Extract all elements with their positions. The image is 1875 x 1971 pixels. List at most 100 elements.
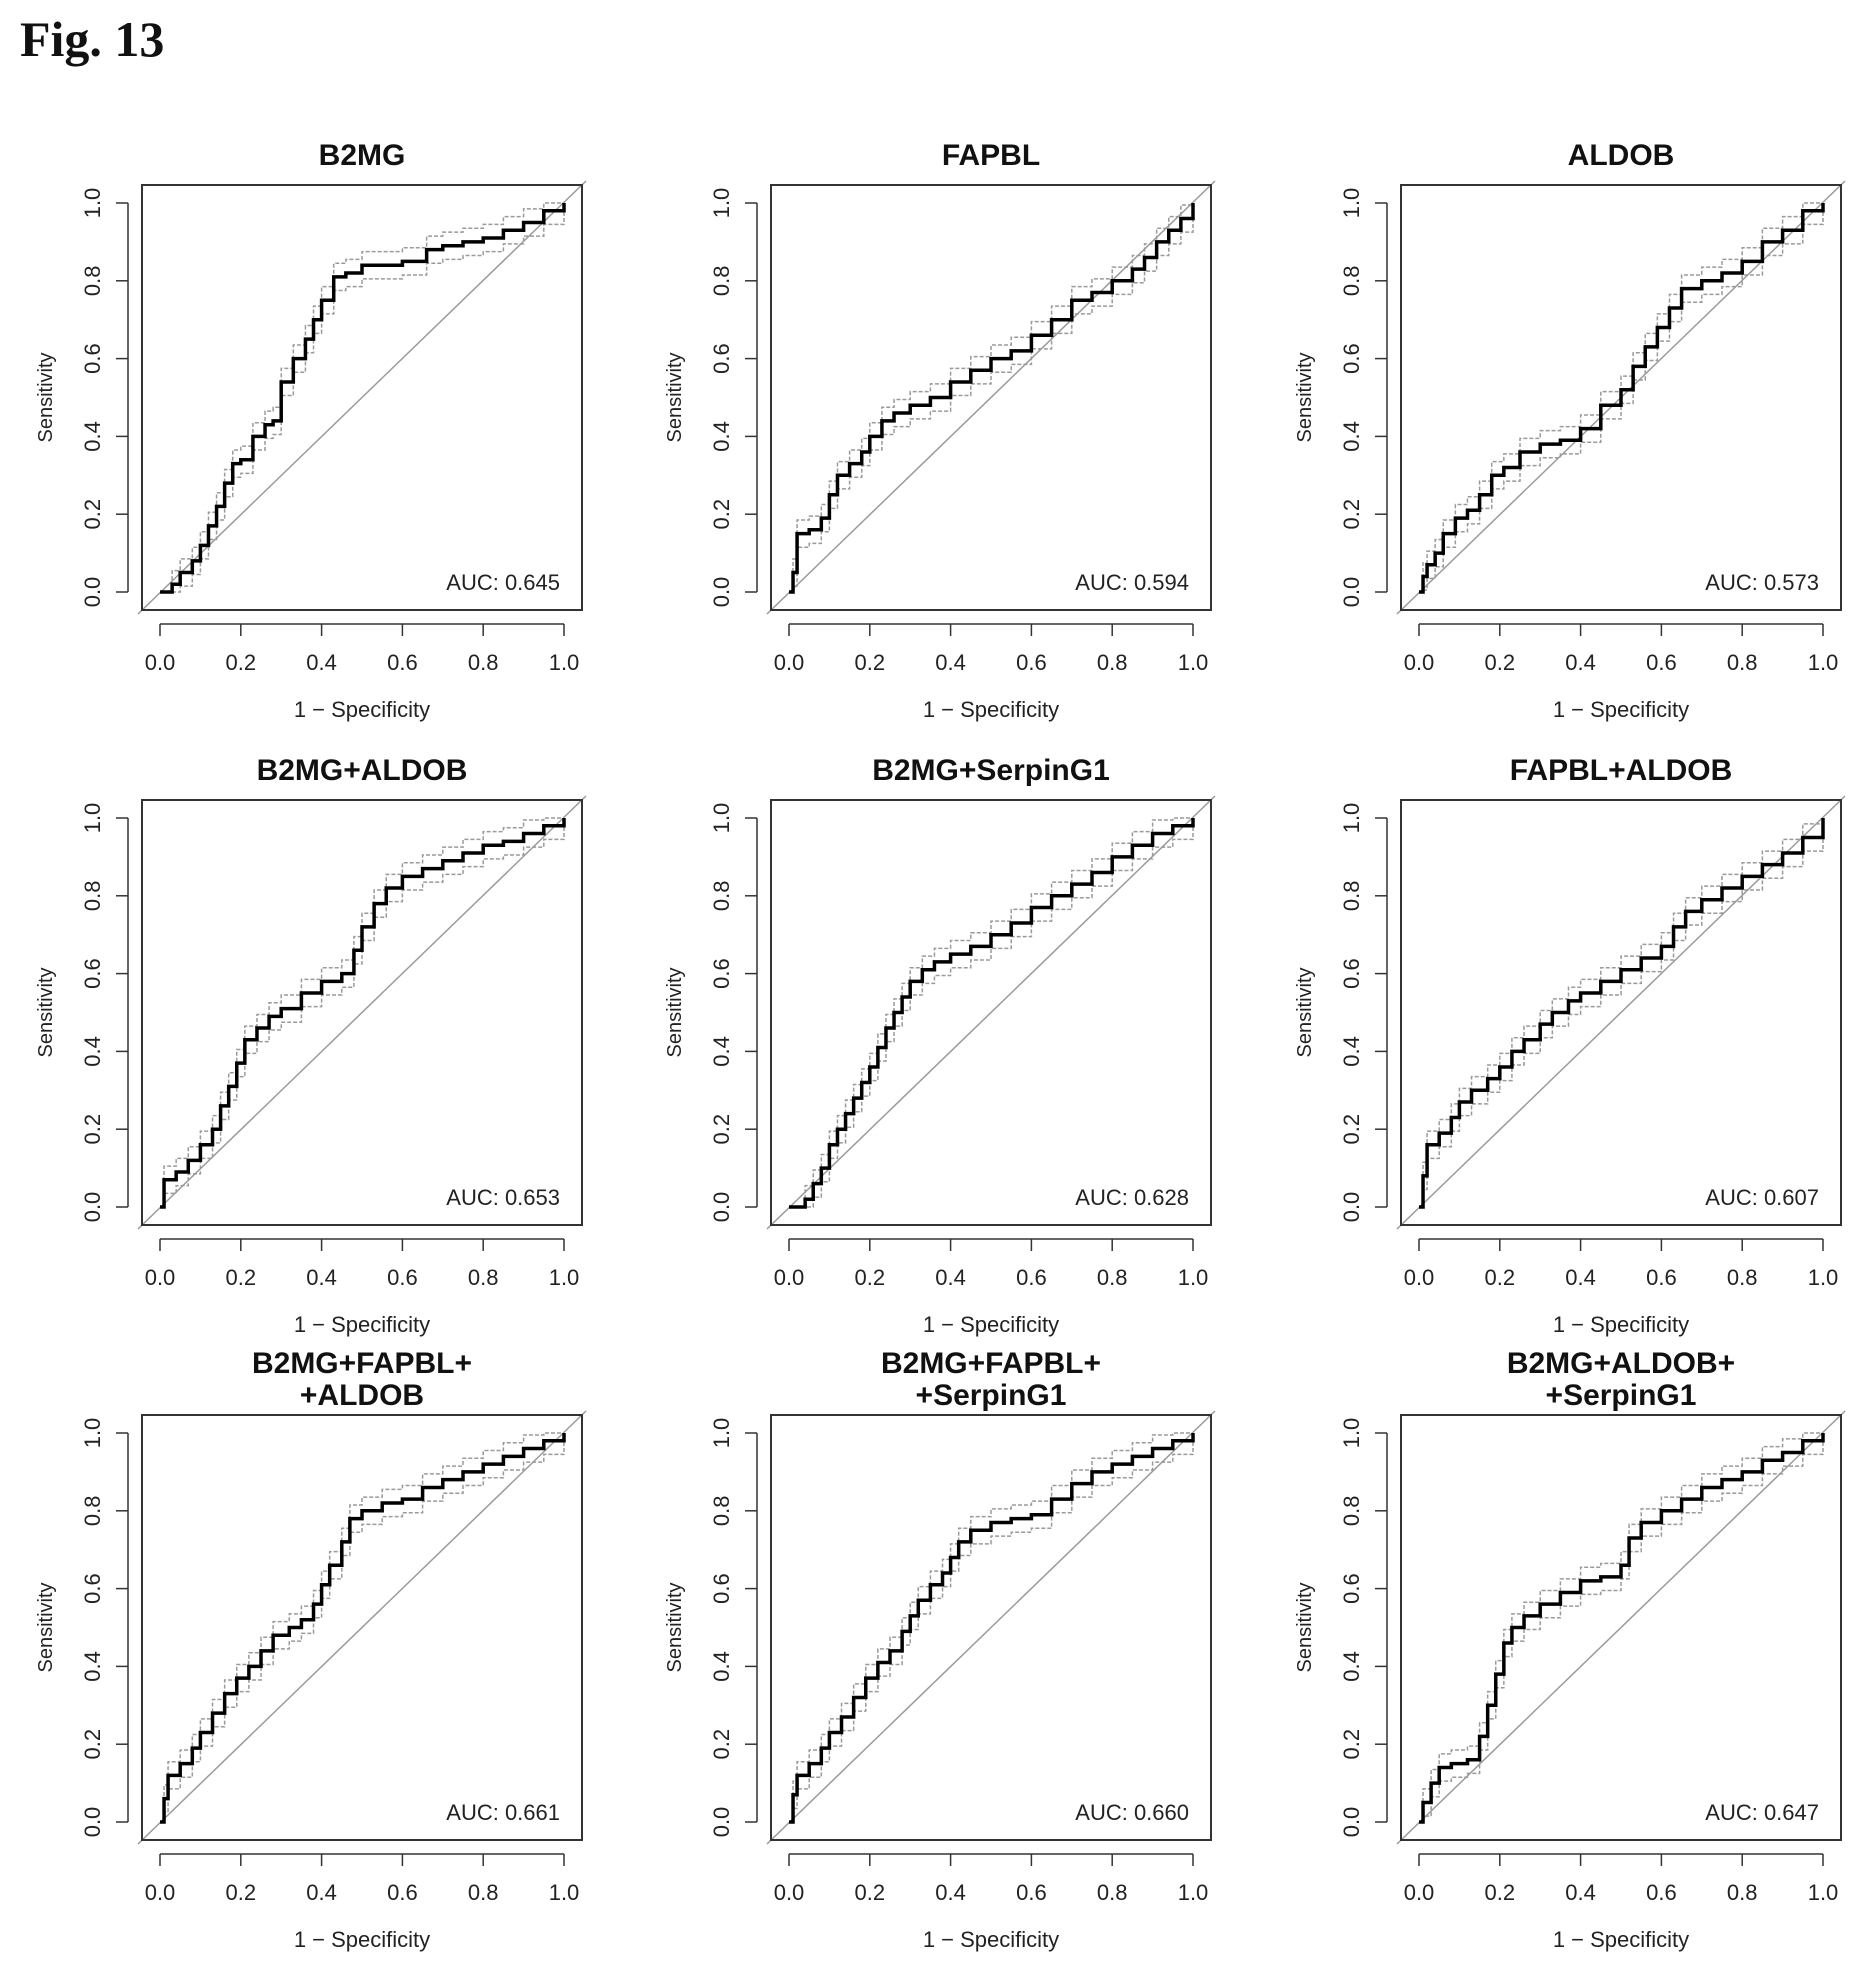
y-tick-label: 0.4: [1339, 1036, 1364, 1067]
x-tick-label: 0.2: [226, 1265, 257, 1290]
roc-curve: [160, 818, 566, 1209]
y-tick-label: 0.0: [1339, 577, 1364, 608]
x-tick-label: 0.4: [306, 1265, 337, 1290]
x-tick-label: 0.8: [1727, 1880, 1758, 1905]
y-tick-label: 0.0: [80, 577, 105, 608]
x-tick-label: 0.2: [226, 650, 257, 675]
x-tick-label: 0.0: [1404, 650, 1435, 675]
ci-band-lower: [1419, 1433, 1824, 1823]
x-tick-label: 1.0: [1808, 650, 1839, 675]
x-tick-label: 0.0: [774, 650, 805, 675]
auc-label: AUC: 0.607: [1705, 1185, 1819, 1210]
y-tick-label: 0.4: [709, 1036, 734, 1067]
y-tick-label: 0.6: [80, 1573, 105, 1604]
x-axis-label: 1 − Specificity: [1553, 697, 1689, 722]
y-tick-label: 0.2: [709, 499, 734, 530]
y-tick-label: 0.0: [80, 1807, 105, 1838]
ci-band-upper: [1419, 1432, 1823, 1823]
roc-curve: [789, 203, 1195, 594]
y-tick-label: 0.8: [80, 266, 105, 297]
roc-curve: [160, 203, 566, 594]
y-tick-label: 0.4: [1339, 421, 1364, 452]
x-tick-label: 1.0: [1178, 650, 1209, 675]
panel-title: +SerpinG1: [916, 1379, 1067, 1412]
x-tick-label: 0.0: [1404, 1265, 1435, 1290]
y-tick-label: 1.0: [709, 803, 734, 834]
x-axis-label: 1 − Specificity: [1553, 1312, 1689, 1337]
y-tick-label: 0.6: [80, 343, 105, 374]
roc-panel-8: B2MG+FAPBL++SerpinG1 0.0 0.2 0.4 0.6 0.8 1.0 1 …: [664, 1347, 1216, 1952]
x-tick-label: 0.4: [935, 1265, 966, 1290]
roc-panel-1: B2MG 0.0 0.2 0.4 0.6 0.8 1.0 1 − Specificity 0.0…: [35, 139, 587, 722]
roc-curve: [1419, 818, 1825, 1209]
auc-label: AUC: 0.628: [1075, 1185, 1189, 1210]
y-tick-label: 1.0: [80, 1418, 105, 1449]
auc-label: AUC: 0.594: [1075, 570, 1189, 595]
y-axis-label: Sensitivity: [35, 1582, 57, 1672]
x-tick-label: 0.4: [306, 1880, 337, 1905]
panel-title: ALDOB: [1568, 139, 1675, 172]
y-tick-label: 0.2: [80, 1729, 105, 1760]
panel-title: +SerpinG1: [1546, 1379, 1697, 1412]
y-tick-label: 0.8: [1339, 266, 1364, 297]
x-tick-label: 1.0: [1808, 1880, 1839, 1905]
y-tick-label: 0.6: [709, 343, 734, 374]
x-tick-label: 0.6: [387, 1880, 418, 1905]
roc-panel-4: B2MG+ALDOB 0.0 0.2 0.4 0.6 0.8 1.0 1 − Specific…: [35, 754, 587, 1337]
y-tick-label: 0.8: [80, 1496, 105, 1527]
x-axis-label: 1 − Specificity: [294, 1312, 430, 1337]
x-tick-label: 0.8: [468, 1265, 499, 1290]
x-tick-label: 0.6: [1016, 650, 1047, 675]
roc-panel-7: B2MG+FAPBL++ALDOB 0.0 0.2 0.4 0.6 0.8 1.0 1 − S…: [35, 1347, 587, 1952]
ci-band-lower: [160, 1433, 565, 1823]
reference-diagonal: [766, 1410, 1216, 1845]
ci-band-upper: [789, 817, 1193, 1208]
x-tick-label: 0.6: [1016, 1265, 1047, 1290]
roc-curve: [1419, 1433, 1825, 1824]
y-tick-label: 0.8: [709, 266, 734, 297]
y-tick-label: 0.6: [1339, 343, 1364, 374]
y-tick-label: 0.0: [80, 1192, 105, 1223]
reference-diagonal: [766, 795, 1216, 1230]
panel-title: B2MG+ALDOB: [257, 754, 468, 787]
plot-frame: [141, 799, 583, 1226]
x-tick-label: 0.0: [1404, 1880, 1435, 1905]
ci-band-lower: [1419, 203, 1824, 593]
y-tick-label: 0.8: [80, 881, 105, 912]
roc-curve: [789, 1433, 1195, 1824]
roc-panel-5: B2MG+SerpinG1 0.0 0.2 0.4 0.6 0.8 1.0 1 − Speci…: [664, 754, 1216, 1337]
figure-label: Fig. 13: [20, 11, 165, 67]
y-tick-label: 1.0: [1339, 188, 1364, 219]
x-axis-label: 1 − Specificity: [923, 697, 1059, 722]
x-tick-label: 0.4: [306, 650, 337, 675]
x-tick-label: 0.6: [1646, 1880, 1677, 1905]
y-tick-label: 0.0: [709, 1192, 734, 1223]
y-tick-label: 0.8: [1339, 881, 1364, 912]
x-tick-label: 1.0: [1178, 1265, 1209, 1290]
y-tick-label: 0.0: [709, 1807, 734, 1838]
panel-title: B2MG+SerpinG1: [872, 754, 1110, 787]
panel-title: B2MG+ALDOB+: [1507, 1347, 1735, 1380]
y-tick-label: 0.0: [1339, 1192, 1364, 1223]
y-axis-label: Sensitivity: [35, 967, 57, 1057]
y-tick-label: 0.4: [80, 1036, 105, 1067]
y-axis-label: Sensitivity: [664, 1582, 686, 1672]
y-tick-label: 1.0: [80, 803, 105, 834]
y-tick-label: 0.8: [709, 1496, 734, 1527]
y-tick-label: 0.8: [709, 881, 734, 912]
reference-diagonal: [137, 1410, 587, 1845]
x-tick-label: 1.0: [549, 650, 580, 675]
x-tick-label: 0.0: [145, 1880, 176, 1905]
y-tick-label: 0.2: [80, 499, 105, 530]
reference-diagonal: [766, 180, 1216, 615]
roc-curve: [1419, 203, 1825, 594]
x-tick-label: 0.0: [145, 650, 176, 675]
x-tick-label: 0.0: [774, 1880, 805, 1905]
x-axis-label: 1 − Specificity: [923, 1927, 1059, 1952]
reference-diagonal: [137, 180, 587, 615]
x-tick-label: 0.6: [1646, 1265, 1677, 1290]
x-tick-label: 0.2: [1485, 1265, 1516, 1290]
ci-band-upper: [160, 817, 564, 1208]
y-axis-label: Sensitivity: [664, 352, 686, 442]
